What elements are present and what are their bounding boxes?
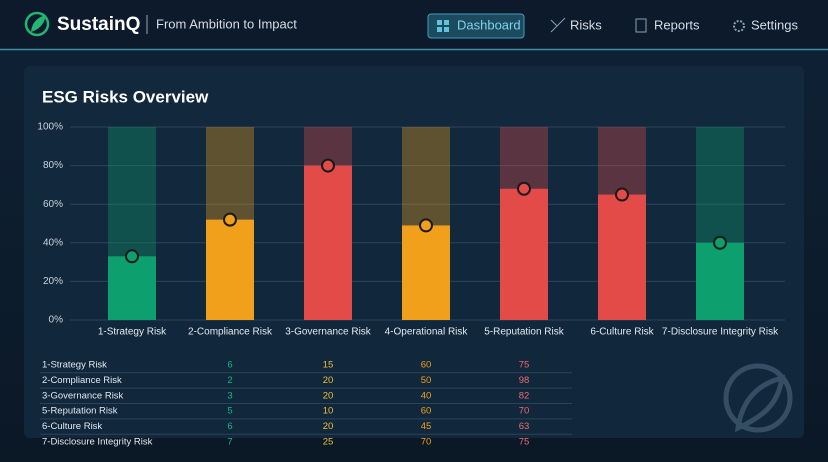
nav-icon: [635, 18, 647, 33]
nav-item[interactable]: Dashboard: [457, 17, 521, 32]
table-cell: 3: [227, 390, 232, 401]
tagline: From Ambition to Impact: [156, 16, 297, 31]
logo-icon: [24, 11, 50, 37]
table-cell: 45: [421, 421, 432, 432]
table-cell: 60: [421, 360, 432, 371]
row-label: 1-Strategy Risk: [42, 360, 107, 371]
row-label: 6-Culture Risk: [42, 421, 102, 432]
table-cell: 15: [323, 360, 334, 371]
table-cell: 70: [519, 406, 530, 417]
row-label: 3-Governance Risk: [42, 390, 124, 401]
nav-icon: [437, 20, 449, 32]
x-tick-label: 6-Culture Risk: [590, 327, 654, 338]
table-cell: 20: [323, 375, 334, 386]
table-cell: 25: [323, 437, 334, 448]
y-tick-label: 60%: [43, 199, 63, 210]
nav-active-bg: [427, 13, 525, 39]
table-cell: 6: [227, 421, 232, 432]
marker: [223, 212, 237, 227]
nav-icon: [733, 20, 745, 32]
bar: [696, 242, 744, 320]
nav-item[interactable]: Reports: [654, 17, 700, 32]
nav-item[interactable]: Risks: [570, 17, 602, 32]
table-cell: 75: [519, 360, 530, 371]
table-cell: 82: [519, 390, 530, 401]
nav-item[interactable]: Settings: [751, 17, 798, 32]
watermark: [723, 363, 793, 433]
bar: [402, 225, 450, 320]
y-tick-label: 20%: [43, 276, 63, 287]
x-tick-label: 4-Operational Risk: [385, 327, 469, 338]
x-tick-label: 5-Reputation Risk: [484, 327, 564, 338]
bar: [598, 194, 646, 320]
table-cell: 98: [519, 375, 530, 386]
y-tick-label: 80%: [43, 160, 63, 171]
row-label: 5-Reputation Risk: [42, 406, 118, 417]
y-tick-label: 0%: [49, 315, 64, 326]
table-cell: 10: [323, 406, 334, 417]
x-tick-label: 2-Compliance Risk: [188, 327, 273, 338]
y-tick-label: 100%: [37, 122, 63, 133]
table-cell: 20: [323, 390, 334, 401]
x-tick-label: 1-Strategy Risk: [98, 327, 167, 338]
nav-icon: [550, 17, 566, 33]
table-cell: 6: [227, 360, 232, 371]
x-tick-label: 3-Governance Risk: [285, 327, 372, 338]
x-tick-label: 7-Disclosure Integrity Risk: [662, 327, 779, 338]
top-bar: [0, 0, 828, 49]
bar: [304, 165, 352, 320]
table-cell: 5: [227, 406, 232, 417]
table-cell: 40: [421, 390, 432, 401]
chart-title: ESG Risks Overview: [42, 87, 209, 106]
bar: [206, 219, 254, 320]
table-cell: 63: [519, 421, 530, 432]
marker: [419, 218, 433, 233]
marker: [713, 235, 727, 250]
bar: [500, 188, 548, 320]
brand: SustainQ: [57, 14, 140, 35]
table-cell: 60: [421, 406, 432, 417]
table-cell: 50: [421, 375, 432, 386]
table-cell: 75: [519, 437, 530, 448]
y-tick-label: 40%: [43, 237, 63, 248]
marker: [125, 249, 139, 264]
marker: [517, 181, 531, 196]
marker: [615, 187, 629, 202]
row-label: 7-Disclosure Integrity Risk: [42, 437, 153, 448]
table-cell: 20: [323, 421, 334, 432]
marker: [321, 158, 335, 173]
row-label: 2-Compliance Risk: [42, 375, 122, 386]
table-cell: 2: [227, 375, 232, 386]
table-cell: 70: [421, 437, 432, 448]
bar: [108, 256, 156, 320]
table-cell: 7: [227, 437, 232, 448]
